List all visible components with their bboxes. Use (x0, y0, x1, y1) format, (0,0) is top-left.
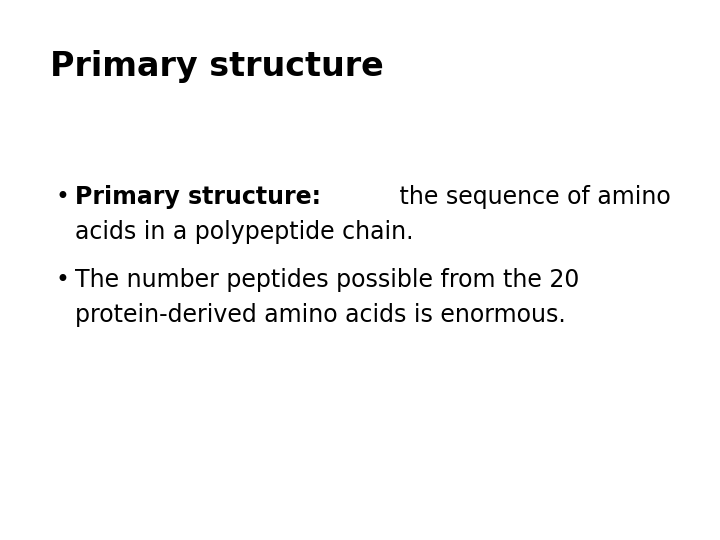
Text: •: • (55, 185, 69, 209)
Text: protein-derived amino acids is enormous.: protein-derived amino acids is enormous. (75, 303, 566, 327)
Text: the sequence of amino: the sequence of amino (392, 185, 671, 209)
Text: acids in a polypeptide chain.: acids in a polypeptide chain. (75, 220, 413, 244)
Text: Primary structure:: Primary structure: (75, 185, 321, 209)
Text: •: • (55, 268, 69, 292)
Text: The number peptides possible from the 20: The number peptides possible from the 20 (75, 268, 580, 292)
Text: Primary structure: Primary structure (50, 50, 384, 83)
